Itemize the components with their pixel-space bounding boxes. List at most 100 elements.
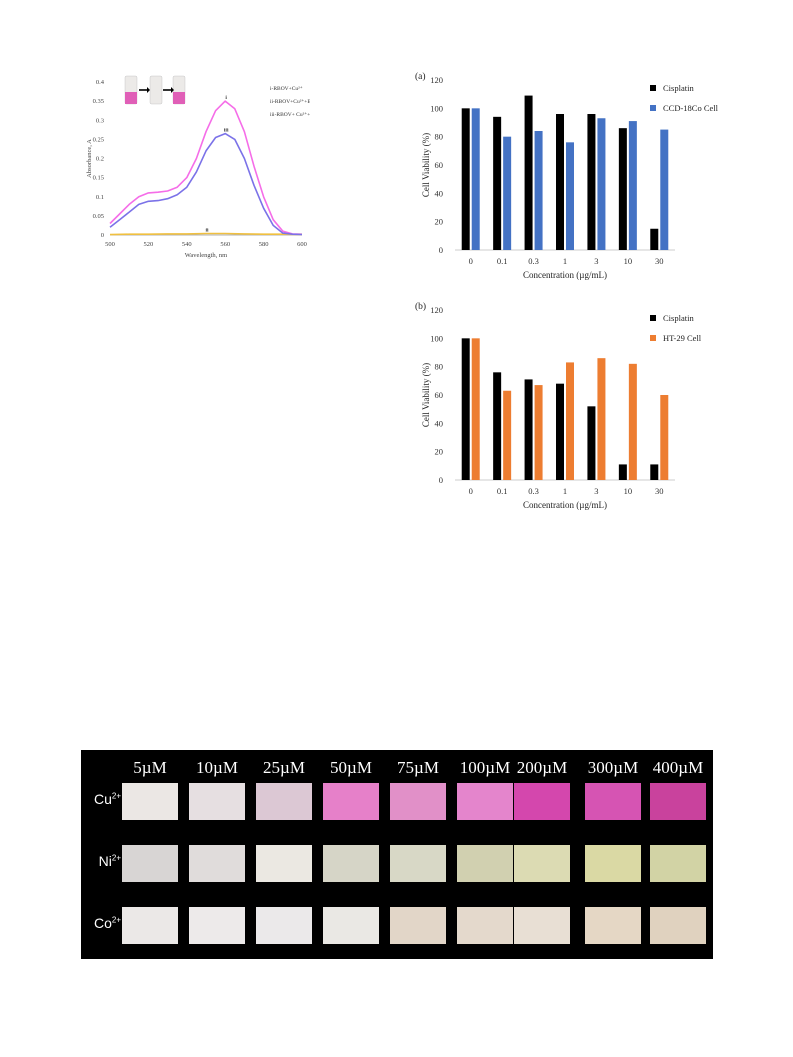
x-axis-title: Concentration (µg/mL) bbox=[523, 270, 607, 280]
color-swatch bbox=[256, 783, 312, 820]
y-axis-title: Cell Viability (%) bbox=[421, 133, 431, 197]
spectrum-series-line bbox=[109, 132, 303, 236]
spectrum-series-line bbox=[109, 100, 303, 235]
concentration-header: 200µM bbox=[516, 758, 568, 777]
vial-image bbox=[149, 75, 163, 105]
bar-cell-line bbox=[503, 390, 512, 480]
peak-marker-label: i bbox=[225, 95, 227, 101]
bar-cisplatin bbox=[493, 116, 502, 250]
legend-entry: HT-29 Cell bbox=[663, 333, 702, 343]
legend-entry: Cisplatin bbox=[663, 83, 694, 93]
bar-cisplatin bbox=[556, 383, 564, 480]
x-tick-label: 3 bbox=[594, 256, 598, 266]
legend-entry: CCD-18Co Cell bbox=[663, 103, 719, 113]
spectrum-series-line bbox=[109, 232, 303, 236]
bar-cell-line bbox=[534, 131, 543, 250]
bar-cisplatin bbox=[524, 379, 533, 480]
bar-cell-line bbox=[597, 118, 606, 250]
x-tick-label: 30 bbox=[655, 486, 664, 496]
y-tick-label: 0 bbox=[101, 232, 104, 239]
bar-cisplatin bbox=[524, 95, 533, 250]
legend-swatch bbox=[650, 335, 656, 341]
color-swatch bbox=[122, 783, 178, 820]
bar-cisplatin bbox=[461, 108, 470, 250]
bar-cell-line bbox=[660, 395, 669, 480]
x-tick-label: 0 bbox=[469, 256, 473, 266]
color-swatch bbox=[256, 845, 312, 882]
ion-label: Ni2+ bbox=[98, 853, 121, 869]
arrow-head bbox=[147, 87, 150, 93]
bar-cisplatin bbox=[650, 464, 659, 480]
absorbance-spectrum-chart: 500 520 540 560 580 600 0 0.05 0.1 0.15 0.2 0.25 0.3… bbox=[86, 75, 310, 259]
y-tick-label: 0.3 bbox=[96, 117, 104, 124]
panel-label: (a) bbox=[415, 71, 426, 82]
x-tick-label: 1 bbox=[563, 486, 567, 496]
concentration-header: 10µM bbox=[196, 758, 238, 777]
bar-cell-line bbox=[503, 136, 512, 250]
ion-label: Cu2+ bbox=[93, 791, 121, 807]
color-swatch bbox=[189, 907, 245, 944]
bar-cisplatin bbox=[461, 338, 470, 480]
y-tick-label: 80 bbox=[435, 132, 444, 142]
y-tick-label: 0.1 bbox=[96, 194, 104, 201]
bar-cisplatin bbox=[587, 406, 596, 480]
bar-cisplatin bbox=[493, 372, 502, 480]
y-axis-title: Cell Viability (%) bbox=[421, 363, 431, 427]
concentration-header: 50µM bbox=[330, 758, 372, 777]
panel-label: (b) bbox=[415, 301, 426, 312]
y-tick-label: 0.35 bbox=[93, 98, 104, 105]
color-swatch bbox=[390, 845, 446, 882]
x-tick-label: 540 bbox=[182, 241, 192, 248]
bar-cell-line bbox=[471, 108, 480, 250]
x-tick-label: 560 bbox=[220, 241, 230, 248]
y-tick-label: 20 bbox=[435, 217, 444, 227]
color-swatch bbox=[457, 845, 513, 882]
y-tick-label: 0.25 bbox=[93, 136, 104, 143]
color-swatch bbox=[189, 783, 245, 820]
legend-swatch bbox=[650, 105, 656, 111]
x-tick-label: 520 bbox=[144, 241, 154, 248]
x-tick-label: 0 bbox=[469, 486, 473, 496]
bar-cell-line bbox=[660, 129, 669, 250]
legend-entry: iii-RBOV+ Cu²⁺+EDTA+Cu²⁺ bbox=[270, 111, 310, 118]
ion-label: Co2+ bbox=[93, 915, 121, 931]
color-swatch bbox=[323, 845, 379, 882]
color-swatch bbox=[457, 907, 513, 944]
bar-cisplatin bbox=[618, 128, 627, 250]
color-swatch bbox=[585, 907, 641, 944]
bar-cisplatin bbox=[587, 114, 596, 250]
x-tick-label: 10 bbox=[624, 256, 633, 266]
color-swatch bbox=[256, 907, 312, 944]
y-tick-label: 0.15 bbox=[93, 175, 104, 182]
legend-entry: i-RBOV+Cu²⁺ bbox=[270, 85, 303, 92]
color-swatch bbox=[585, 845, 641, 882]
color-swatch bbox=[390, 783, 446, 820]
color-swatch bbox=[585, 783, 641, 820]
concentration-header: 5µM bbox=[133, 758, 167, 777]
y-tick-label: 60 bbox=[435, 390, 444, 400]
vial-liquid-pink bbox=[173, 92, 185, 104]
concentration-header: 100µM bbox=[459, 758, 511, 777]
bar-cisplatin bbox=[650, 228, 659, 250]
x-tick-label: 1 bbox=[563, 256, 567, 266]
color-swatch bbox=[323, 907, 379, 944]
x-tick-label: 580 bbox=[259, 241, 269, 248]
concentration-header: 400µM bbox=[652, 758, 704, 777]
y-tick-label: 100 bbox=[430, 333, 443, 343]
bar-cell-line bbox=[628, 121, 637, 250]
y-tick-label: 0.4 bbox=[96, 79, 105, 86]
bar-cell-line bbox=[566, 362, 574, 480]
x-tick-label: 0.3 bbox=[528, 256, 539, 266]
legend-entry: Cisplatin bbox=[663, 313, 694, 323]
color-swatch bbox=[650, 783, 706, 820]
legend-entry: ii-RBOV+Cu²⁺+EDTA bbox=[270, 98, 310, 105]
color-swatch bbox=[650, 907, 706, 944]
x-axis-title: Wavelength, nm bbox=[185, 252, 227, 259]
color-strip-panel: 5µM 10µM 25µM 50µM 75µM 100µM 200µM 300µM 400µM C… bbox=[81, 750, 713, 959]
x-tick-label: 0.3 bbox=[528, 486, 539, 496]
cell-viability-chart-b: (b) 0 20 40 60 80 100 120 0 0.1 0.3 1 3 10 30 Concentra… bbox=[415, 301, 702, 510]
vial-liquid-pink bbox=[125, 92, 137, 104]
color-swatch bbox=[323, 783, 379, 820]
legend-swatch bbox=[650, 315, 656, 321]
color-swatch bbox=[390, 907, 446, 944]
